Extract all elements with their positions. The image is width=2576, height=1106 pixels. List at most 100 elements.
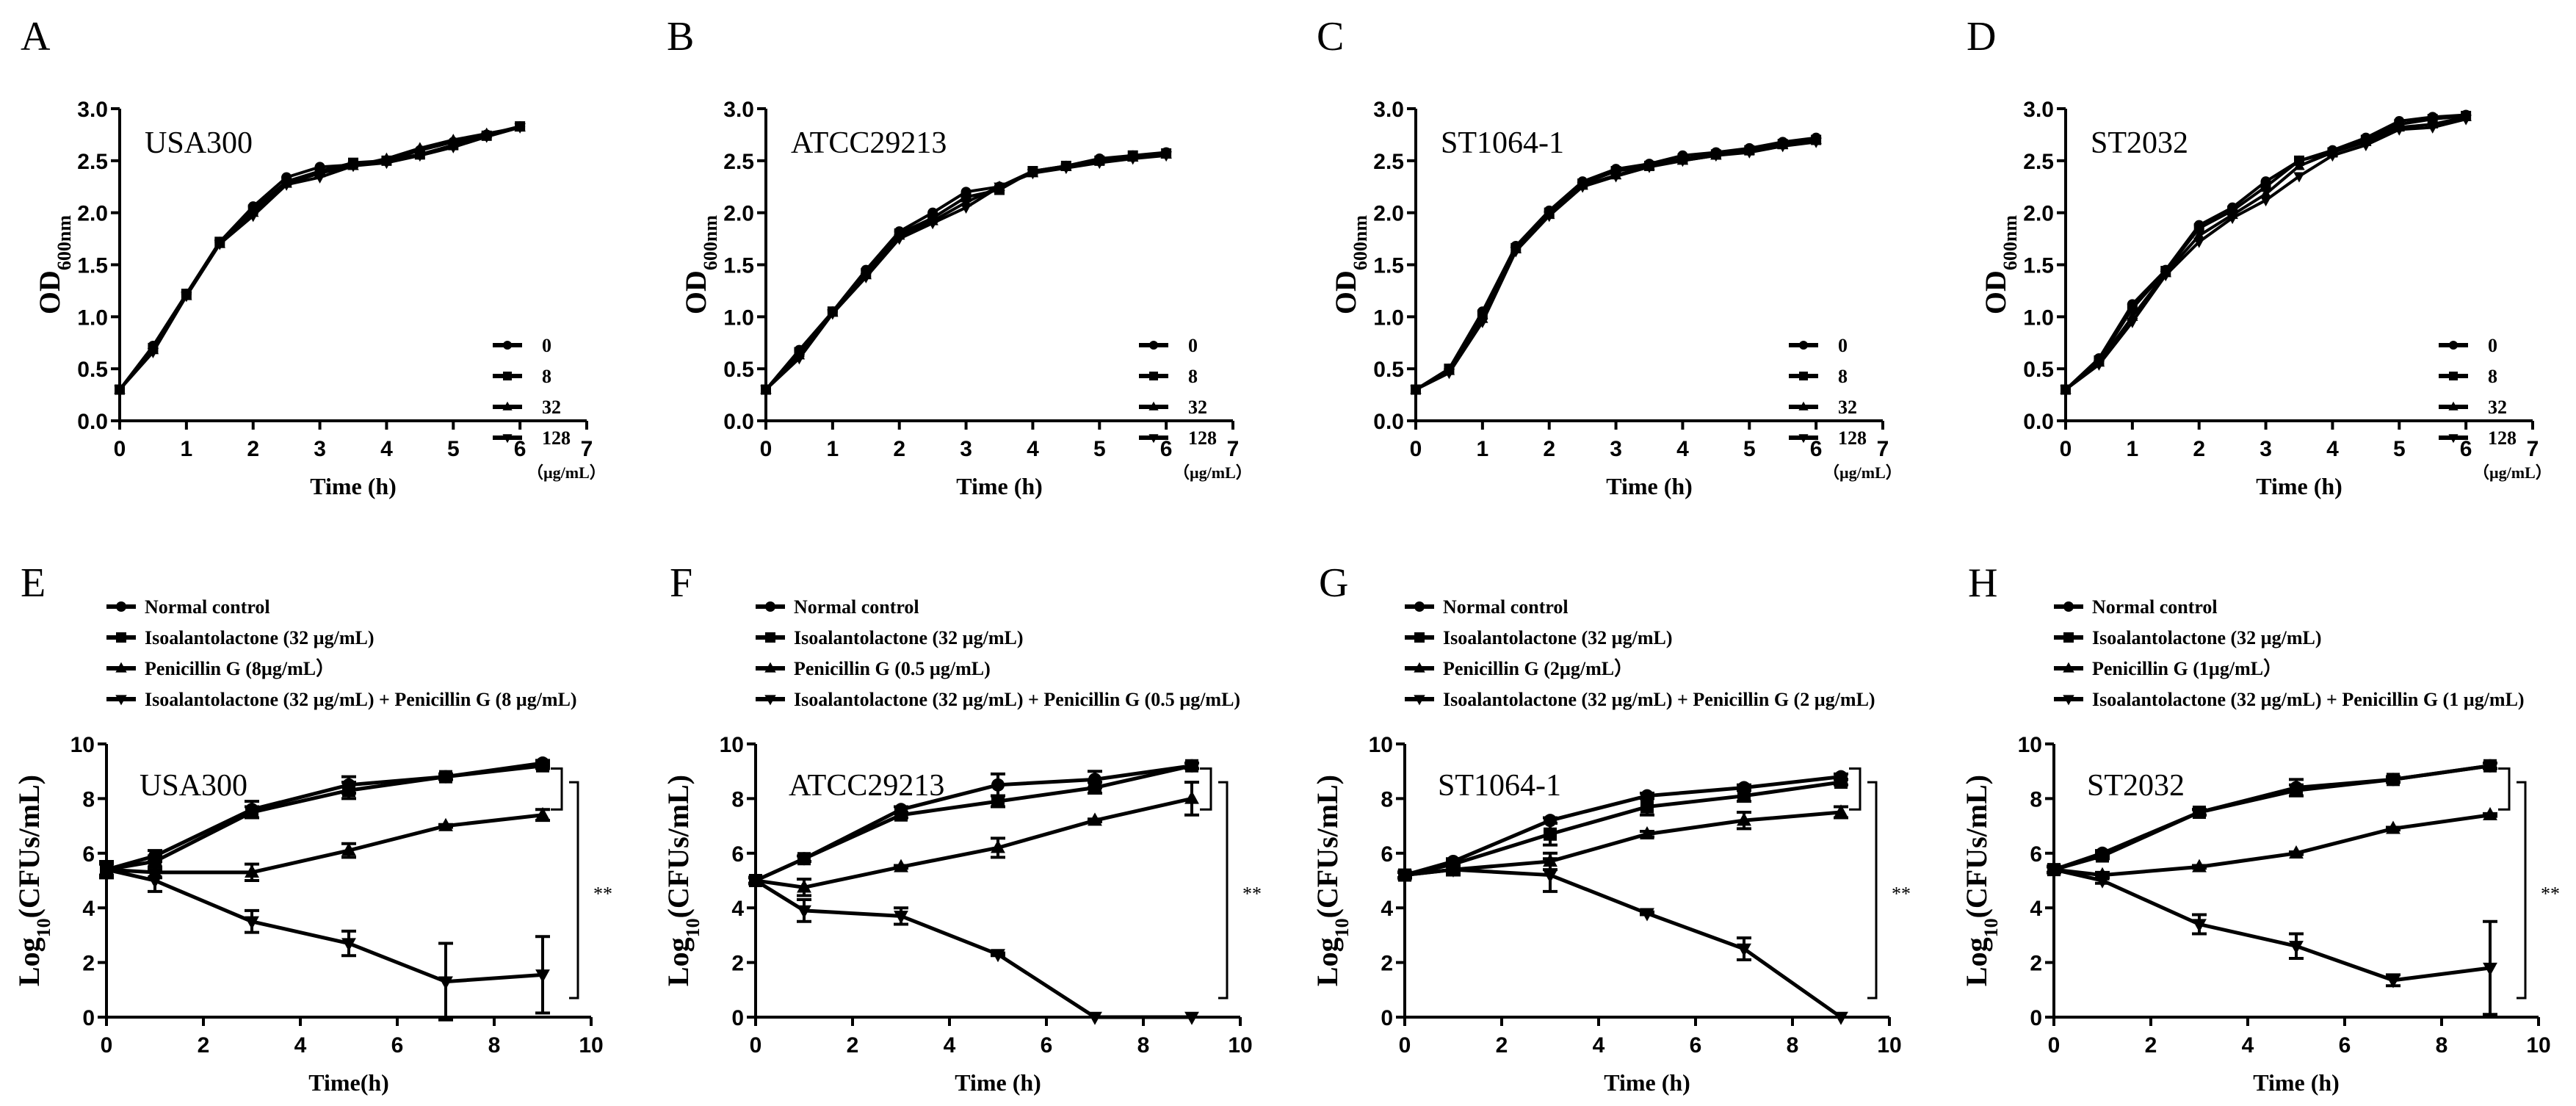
y-tick-label: 10: [70, 733, 95, 757]
marker-triangle-down: [793, 354, 806, 365]
marker-square: [1544, 827, 1557, 841]
marker-triangle-down: [994, 182, 1005, 193]
marker-triangle-down: [1477, 317, 1488, 328]
x-tick-label: 0: [114, 437, 126, 461]
series-isoalantolactone-32-g-ml-: [2047, 759, 2497, 877]
y-tick-label: 6: [1381, 842, 1393, 867]
marker-triangle-down: [2192, 919, 2207, 933]
legend-unit: （µg/mL）: [527, 463, 606, 482]
x-tick-label: 0: [101, 1033, 113, 1058]
legend-unit: （µg/mL）: [1173, 463, 1252, 482]
marker-triangle-down: [314, 173, 326, 184]
marker-triangle-up: [2448, 401, 2459, 411]
y-axis-label: Log10(CFUs/mL): [662, 775, 703, 986]
y-axis-label: Log10(CFUs/mL): [1311, 775, 1353, 986]
marker-triangle-down: [797, 905, 811, 919]
marker-triangle-up: [2293, 159, 2305, 170]
y-tick-label: 1.5: [723, 254, 754, 278]
series-32: [760, 148, 1172, 394]
y-label-main: Log: [12, 937, 46, 986]
legend-label: 32: [1188, 397, 1207, 418]
y-tick-label: 4: [731, 897, 744, 921]
legend-item: Normal control: [106, 596, 270, 618]
y-tick-label: 0.5: [723, 358, 754, 382]
series-line: [2053, 867, 2491, 983]
series-128: [1410, 137, 1822, 396]
series-128: [2060, 115, 2472, 396]
significance-bracket-large: [2517, 781, 2527, 1000]
strain-label: USA300: [145, 126, 253, 160]
y-tick-label: 1.0: [1373, 306, 1404, 330]
x-tick-label: 0: [1410, 437, 1422, 461]
series-line: [754, 764, 1193, 883]
legend-label: 32: [542, 397, 561, 418]
y-tick-label: 6: [82, 842, 95, 867]
marker-triangle-up: [1640, 825, 1654, 839]
marker-square: [116, 632, 126, 643]
strain-label: ATCC29213: [789, 769, 944, 803]
y-tick-label: 6: [731, 842, 744, 867]
y-tick-label: 2.5: [1373, 150, 1404, 174]
legend-label: Penicillin G (2µg/mL）: [1443, 658, 1633, 679]
marker-triangle-down: [2460, 115, 2472, 126]
significance-bracket-small: [1200, 767, 1212, 811]
marker-square: [2290, 784, 2303, 798]
legend-item: 8: [1139, 366, 1198, 387]
x-tick-label: 5: [447, 437, 460, 461]
significance-bracket-small: [1849, 767, 1862, 811]
marker-square: [1185, 759, 1198, 773]
marker-triangle-down: [247, 212, 259, 223]
series-isoalantolactone-32-g-ml-penicillin-g-8-g-ml-: [99, 862, 550, 1022]
x-axis-label: Time (h): [2256, 473, 2342, 499]
y-tick-label: 1.5: [2023, 254, 2054, 278]
marker-triangle-down: [1160, 151, 1172, 162]
marker-circle: [1414, 601, 1425, 612]
legend-item: 0: [493, 335, 551, 356]
significance-bracket-large: [1867, 781, 1878, 1000]
series-line: [106, 867, 543, 984]
legend-label: Isoalantolactone (32 µg/mL) + Penicillin…: [145, 689, 577, 710]
marker-triangle-down: [1510, 247, 1522, 258]
strain-label: USA300: [140, 769, 247, 803]
marker-triangle-up: [1184, 790, 1199, 804]
y-tick-label: 0.5: [77, 358, 108, 382]
x-tick-label: 10: [579, 1033, 603, 1058]
marker-triangle-down: [380, 159, 393, 170]
series-penicillin-g-1-g-ml-: [2047, 806, 2497, 881]
marker-triangle-down: [1127, 154, 1139, 165]
legend-label: 32: [1838, 397, 1857, 418]
marker-triangle-down: [1643, 162, 1655, 173]
marker-triangle-up: [535, 806, 550, 820]
marker-triangle-down: [245, 916, 259, 930]
y-tick-label: 10: [2018, 733, 2042, 757]
x-tick-label: 4: [380, 437, 393, 461]
x-tick-label: 2: [1496, 1033, 1508, 1058]
x-tick-label: 0: [2048, 1033, 2061, 1058]
marker-triangle-down: [1676, 156, 1689, 167]
x-tick-label: 0: [2060, 437, 2072, 461]
y-label-sub: 600nm: [2000, 215, 2021, 270]
marker-circle: [116, 601, 126, 612]
marker-triangle-down: [2226, 214, 2238, 225]
panel-letter: A: [21, 14, 51, 59]
marker-triangle-down: [2063, 695, 2074, 706]
marker-triangle-down: [2393, 125, 2405, 136]
legend-label: 8: [1188, 366, 1198, 387]
legend-item: 8: [1789, 366, 1848, 387]
marker-triangle-down: [147, 347, 159, 358]
y-tick-label: 2: [1381, 952, 1393, 976]
marker-triangle-up: [341, 842, 356, 856]
x-tick-label: 6: [2460, 437, 2472, 461]
significance-bracket-large: [569, 781, 579, 1000]
marker-triangle-down: [2483, 962, 2497, 976]
x-tick-label: 1: [181, 437, 193, 461]
marker-triangle-down: [860, 272, 872, 283]
legend-item: 128: [2439, 427, 2517, 449]
legend-item: Isoalantolactone (32 µg/mL): [106, 627, 375, 648]
y-tick-label: 10: [720, 733, 744, 757]
x-tick-label: 2: [2193, 437, 2205, 461]
marker-triangle-up: [2063, 662, 2074, 673]
x-tick-label: 0: [750, 1033, 762, 1058]
series-line: [755, 796, 1193, 889]
marker-triangle-down: [2360, 140, 2372, 151]
